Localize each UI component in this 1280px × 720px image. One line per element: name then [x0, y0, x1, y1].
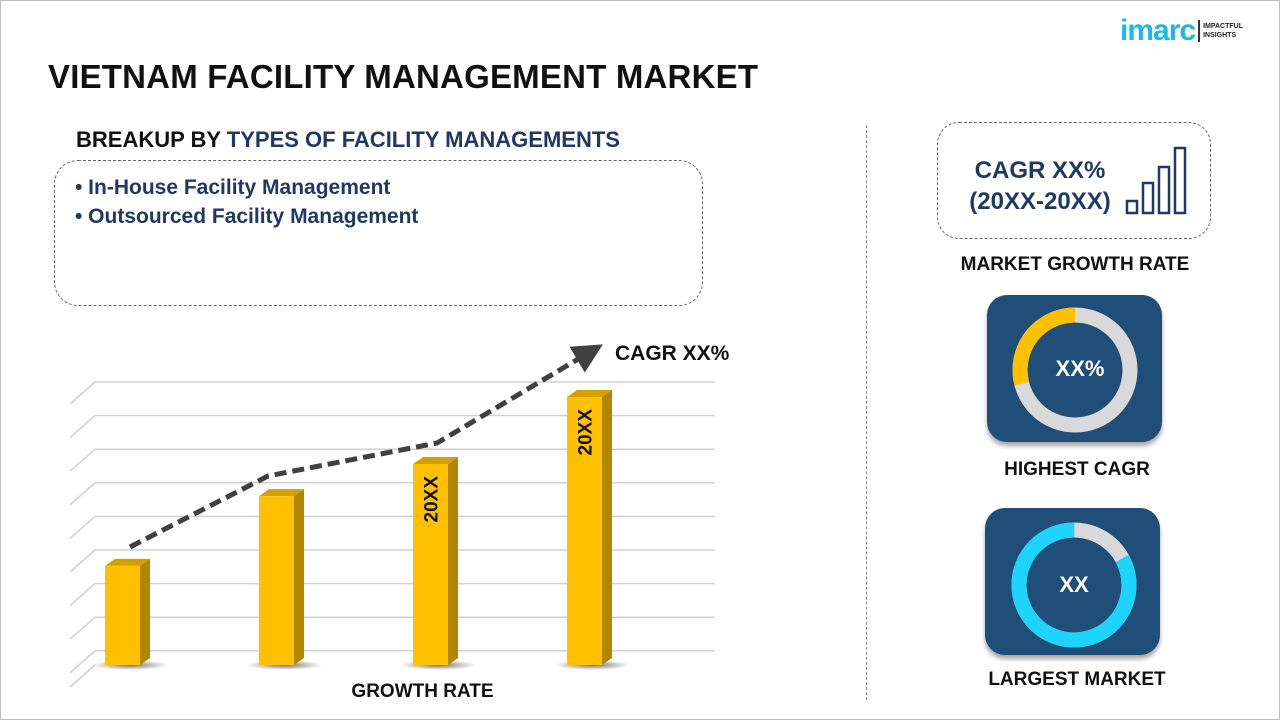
- gridline-tick: [69, 650, 96, 674]
- bar-top: [567, 390, 612, 397]
- gridline-tick: [69, 616, 96, 640]
- gridline-tick: [69, 583, 96, 607]
- bar-side: [140, 558, 150, 665]
- largest-market-caption: LARGEST MARKET: [988, 669, 1166, 690]
- gridline-tick: [69, 549, 96, 573]
- segment-item: • Outsourced Facility Management: [75, 205, 419, 228]
- bar-top: [259, 489, 304, 497]
- highest-cagr-donut: [1012, 307, 1138, 433]
- market-growth-box: [937, 122, 1211, 239]
- x-axis-label: GROWTH RATE: [351, 681, 494, 702]
- bar-label: 20XX: [576, 409, 597, 456]
- page-title: VIETNAM FACILITY MANAGEMENT MARKET: [48, 58, 759, 95]
- bar-top: [413, 457, 458, 464]
- gridline-tick: [69, 482, 96, 506]
- highest-cagr-value: XX%: [1055, 356, 1105, 381]
- breakup-heading: BREAKUP BY TYPES OF FACILITY MANAGEMENTS: [76, 127, 620, 152]
- bar-chart-icon: [1125, 146, 1187, 215]
- bar: [567, 397, 602, 665]
- segments-box: • In-House Facility Management • Outsour…: [54, 160, 703, 306]
- gridline-tick: [69, 448, 96, 472]
- segment-item: • In-House Facility Management: [75, 176, 391, 199]
- gridline-tick: [69, 415, 96, 439]
- bar-side: [602, 390, 612, 665]
- divider: [866, 125, 867, 700]
- bar-top: [105, 558, 150, 566]
- bar-side: [294, 489, 304, 665]
- highest-cagr-caption: HIGHEST CAGR: [1004, 459, 1150, 480]
- bar: [413, 464, 448, 665]
- bar: [259, 496, 294, 665]
- trend-line: [128, 344, 603, 550]
- largest-market-donut: [1011, 522, 1137, 648]
- market-growth-caption: MARKET GROWTH RATE: [960, 254, 1190, 275]
- bar-label: 20XX: [422, 476, 443, 523]
- market-growth-cagr: CAGR XX% (20XX-20XX): [969, 157, 1111, 215]
- bar: [105, 565, 140, 665]
- gridline-tick: [69, 381, 96, 405]
- chart-cagr-label: CAGR XX%: [615, 342, 730, 365]
- bar-side: [448, 457, 458, 665]
- donut-segment: [1012, 307, 1138, 433]
- gridline-tick: [69, 515, 96, 539]
- largest-market-value: XX: [1059, 572, 1089, 597]
- donut-segment: [1011, 522, 1137, 648]
- imarc-logo: imarc IMPACTFUL INSIGHTS: [1120, 14, 1243, 47]
